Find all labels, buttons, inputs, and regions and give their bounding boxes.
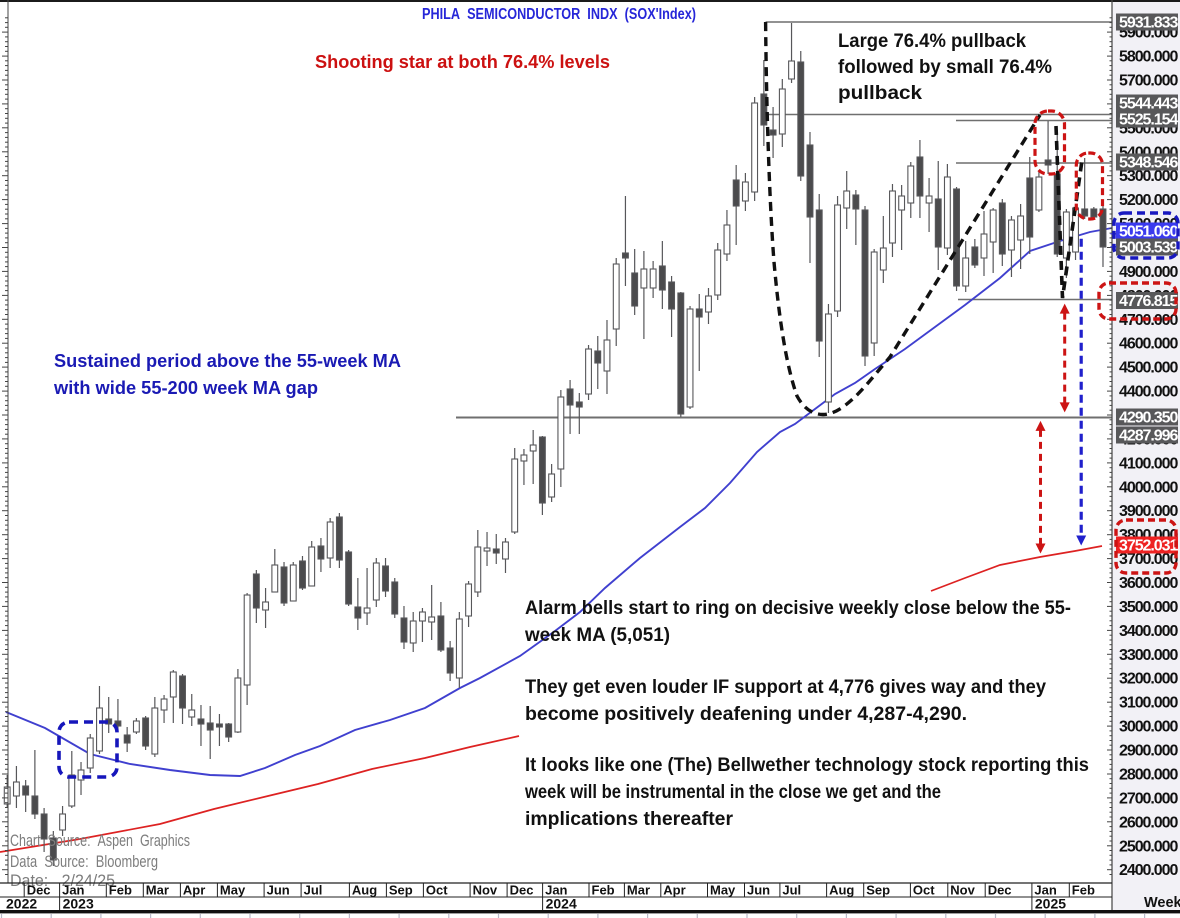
svg-text:4287.996: 4287.996 <box>1119 428 1178 445</box>
svg-text:Nov: Nov <box>473 883 498 898</box>
svg-text:week will be instrumental in t: week will be instrumental in the close w… <box>524 782 941 803</box>
svg-text:Jan: Jan <box>545 883 567 898</box>
svg-text:Mar: Mar <box>627 883 650 898</box>
svg-text:2800.000: 2800.000 <box>1119 766 1178 783</box>
svg-text:2022: 2022 <box>6 896 37 912</box>
svg-text:2500.000: 2500.000 <box>1119 838 1178 855</box>
svg-text:Jul: Jul <box>304 883 323 898</box>
svg-text:3600.000: 3600.000 <box>1119 575 1178 592</box>
svg-text:5348.546: 5348.546 <box>1119 155 1178 172</box>
svg-text:May: May <box>710 883 736 898</box>
svg-text:Dec: Dec <box>510 883 534 898</box>
svg-text:Jan: Jan <box>1034 883 1056 898</box>
svg-text:5931.833: 5931.833 <box>1119 15 1178 32</box>
svg-text:Jul: Jul <box>782 883 801 898</box>
svg-text:Aug: Aug <box>829 883 854 898</box>
svg-text:4700.000: 4700.000 <box>1119 312 1178 329</box>
svg-text:Jan: Jan <box>62 883 84 898</box>
svg-text:4100.000: 4100.000 <box>1119 455 1178 472</box>
svg-text:It looks like one (The) Bellwe: It looks like one (The) Bellwether techn… <box>525 755 1089 776</box>
svg-text:4000.000: 4000.000 <box>1119 479 1178 496</box>
svg-text:5003.539: 5003.539 <box>1119 240 1178 257</box>
svg-text:Shooting star at both 76.4% le: Shooting star at both 76.4% levels <box>315 51 610 72</box>
svg-text:pullback: pullback <box>838 83 922 104</box>
svg-text:3400.000: 3400.000 <box>1119 623 1178 640</box>
svg-text:4900.000: 4900.000 <box>1119 264 1178 281</box>
svg-text:2024: 2024 <box>546 896 577 912</box>
svg-text:Sep: Sep <box>389 883 413 898</box>
svg-text:Large 76.4% pullback: Large 76.4% pullback <box>838 31 1026 52</box>
svg-text:5200.000: 5200.000 <box>1119 192 1178 209</box>
svg-text:Feb: Feb <box>592 883 615 898</box>
svg-text:Feb: Feb <box>1072 883 1095 898</box>
svg-text:Week: Week <box>1144 895 1180 911</box>
svg-text:May: May <box>220 883 246 898</box>
svg-text:3500.000: 3500.000 <box>1119 599 1178 616</box>
svg-text:5544.443: 5544.443 <box>1119 96 1178 113</box>
svg-text:2600.000: 2600.000 <box>1119 814 1178 831</box>
svg-text:Sep: Sep <box>866 883 890 898</box>
svg-text:4400.000: 4400.000 <box>1119 384 1178 401</box>
svg-text:Nov: Nov <box>950 883 975 898</box>
svg-text:3100.000: 3100.000 <box>1119 695 1178 712</box>
svg-text:Apr: Apr <box>183 883 205 898</box>
svg-text:2025: 2025 <box>1035 896 1066 912</box>
svg-text:5051.060: 5051.060 <box>1119 224 1178 241</box>
svg-text:Oct: Oct <box>913 883 935 898</box>
svg-text:5525.154: 5525.154 <box>1119 112 1178 129</box>
svg-text:2900.000: 2900.000 <box>1119 743 1178 760</box>
svg-text:Apr: Apr <box>663 883 685 898</box>
svg-text:Jun: Jun <box>747 883 770 898</box>
svg-text:Mar: Mar <box>146 883 169 898</box>
svg-text:Chart Source: Aspen Graphic: Chart Source: Aspen Graphics <box>10 831 190 850</box>
svg-text:4500.000: 4500.000 <box>1119 360 1178 377</box>
svg-text:PHILA SEMICONDUCTOR INDX (S: PHILA SEMICONDUCTOR INDX (SOX'Index) <box>422 6 696 23</box>
svg-text:Date: 2/24/25: Date: 2/24/25 <box>10 871 115 890</box>
svg-text:Feb: Feb <box>109 883 132 898</box>
svg-text:Oct: Oct <box>426 883 448 898</box>
svg-text:Sustained period above the 55-: Sustained period above the 55-week MA <box>54 350 401 371</box>
svg-text:5700.000: 5700.000 <box>1119 72 1178 89</box>
svg-text:implications thereafter: implications thereafter <box>525 809 734 830</box>
svg-text:2400.000: 2400.000 <box>1119 862 1178 879</box>
svg-text:Jun: Jun <box>267 883 290 898</box>
svg-text:3700.000: 3700.000 <box>1119 551 1178 568</box>
svg-text:Dec: Dec <box>988 883 1012 898</box>
svg-text:2023: 2023 <box>63 896 94 912</box>
svg-text:3300.000: 3300.000 <box>1119 647 1178 664</box>
svg-text:Dec: Dec <box>27 883 51 898</box>
svg-text:5300.000: 5300.000 <box>1119 168 1178 185</box>
svg-text:2700.000: 2700.000 <box>1119 790 1178 807</box>
svg-text:3000.000: 3000.000 <box>1119 719 1178 736</box>
svg-text:Aug: Aug <box>352 883 377 898</box>
svg-text:4776.815: 4776.815 <box>1119 293 1178 310</box>
svg-text:3900.000: 3900.000 <box>1119 503 1178 520</box>
svg-text:4600.000: 4600.000 <box>1119 336 1178 353</box>
svg-text:become positively deafening un: become positively deafening under 4,287-… <box>525 704 967 725</box>
svg-text:3200.000: 3200.000 <box>1119 671 1178 688</box>
svg-text:4290.350: 4290.350 <box>1119 410 1178 427</box>
svg-text:Data Source: Bloomberg: Data Source: Bloomberg <box>10 852 158 871</box>
svg-text:with wide 55-200 week MA gap: with wide 55-200 week MA gap <box>53 377 318 398</box>
svg-text:week MA (5,051): week MA (5,051) <box>524 625 670 646</box>
svg-text:They get even louder IF suppor: They get even louder IF support at 4,776… <box>525 677 1046 698</box>
svg-text:Alarm bells start to ring on d: Alarm bells start to ring on decisive we… <box>525 598 1071 619</box>
svg-text:3752.031: 3752.031 <box>1119 538 1178 555</box>
svg-text:5800.000: 5800.000 <box>1119 49 1178 66</box>
svg-text:followed by small 76.4%: followed by small 76.4% <box>838 57 1052 78</box>
